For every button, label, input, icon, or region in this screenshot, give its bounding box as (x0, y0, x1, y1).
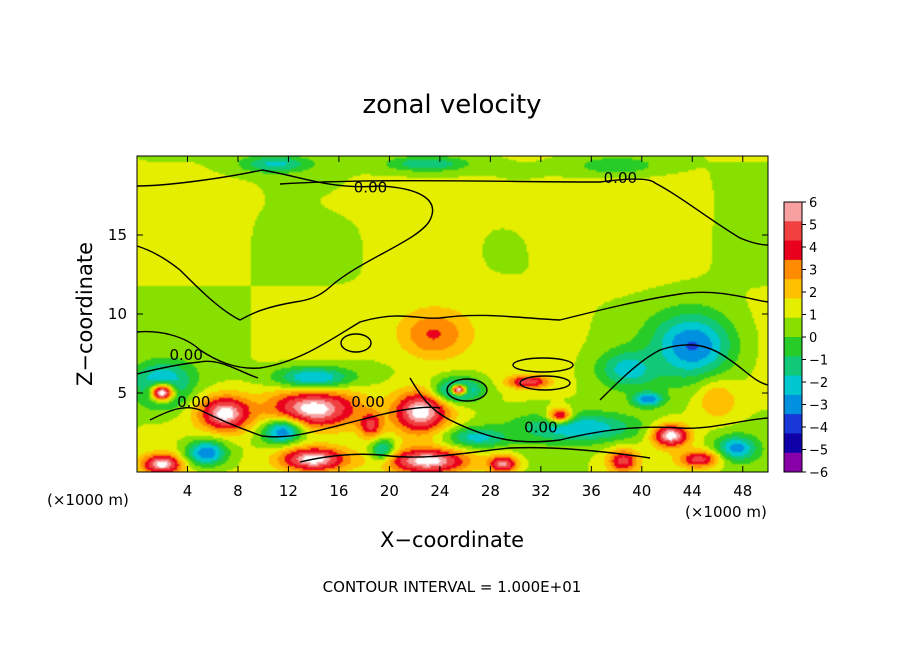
chart-title: zonal velocity (362, 90, 541, 120)
colorbar-swatch (784, 259, 802, 280)
contour-label: 0.00 (177, 393, 210, 411)
y-tick-label: 10 (108, 305, 127, 323)
x-tick-label: 48 (733, 482, 752, 500)
x-tick-label: 28 (481, 482, 500, 500)
contour-label: 0.00 (170, 346, 203, 364)
contour-interval-footer: CONTOUR INTERVAL = 1.000E+01 (323, 578, 582, 596)
x-axis-title: X−coordinate (380, 528, 524, 552)
colorbar-label: 0 (809, 331, 817, 346)
x-unit-left: (×1000 m) (47, 491, 129, 509)
y-tick-label: 15 (108, 226, 127, 244)
colorbar-label: 3 (809, 264, 817, 279)
x-tick-label: 36 (582, 482, 601, 500)
colorbar-label: −2 (809, 376, 828, 391)
x-unit-right: (×1000 m) (685, 503, 767, 521)
contour-loop-4 (446, 378, 488, 402)
contour-line-lower (409, 377, 769, 443)
x-tick-label: 20 (380, 482, 399, 500)
x-tick-label: 4 (183, 482, 193, 500)
colorbar: 6 5 4 3 2 1 0 −1 −2 −3 −4 −5 −6 (783, 196, 828, 481)
colorbar-label: 6 (809, 196, 817, 211)
colorbar-swatch (784, 414, 802, 434)
colorbar-swatch (784, 298, 802, 319)
contour-label: 0.00 (354, 178, 387, 196)
x-tick-label: 16 (329, 482, 348, 500)
contour-line-right (599, 344, 769, 401)
x-tick-label: 44 (683, 482, 702, 500)
contour-line-upper-right (279, 178, 769, 246)
contour-loop-1 (340, 333, 372, 353)
y-axis-title: Z−coordinate (73, 242, 97, 386)
y-tick-label: 5 (117, 384, 127, 402)
colorbar-label: 5 (809, 219, 817, 234)
colorbar-label: 1 (809, 309, 817, 324)
contour-line-lower-left (149, 406, 441, 438)
contour-label: 0.00 (604, 169, 637, 187)
colorbar-swatch (784, 279, 802, 299)
x-tick-label: 32 (531, 482, 550, 500)
contour-line-left (136, 360, 259, 379)
contour-line-upper (136, 169, 434, 321)
colorbar-swatch (784, 433, 802, 454)
colorbar-label: −1 (809, 354, 828, 369)
colorbar-swatch (784, 394, 802, 415)
contour-line-bottom (299, 446, 651, 463)
plot-area: 0.000.000.000.00 0.000.00 4 8 12 16 20 24 28 32 3… (108, 155, 769, 500)
velocity-field (137, 156, 768, 472)
x-tick-label: 12 (279, 482, 298, 500)
contour-label: 0.00 (351, 393, 384, 411)
x-tick-label: 24 (430, 482, 449, 500)
x-tick-label: 40 (632, 482, 651, 500)
colorbar-swatch (784, 221, 802, 242)
colorbar-swatch (784, 452, 802, 473)
contour-label: 0.00 (524, 419, 557, 437)
colorbar-label: 4 (809, 241, 817, 256)
colorbar-label: −5 (809, 444, 828, 459)
colorbar-swatch (784, 240, 802, 261)
colorbar-label: 2 (809, 286, 817, 301)
colorbar-label: −4 (809, 421, 828, 436)
x-tick-label: 8 (233, 482, 243, 500)
colorbar-swatch (784, 356, 802, 377)
contour-line-middle (136, 291, 769, 369)
colorbar-label: −6 (809, 466, 828, 481)
contour-labels: 0.00 0.00 0.00 0.00 0.00 0.00 (170, 169, 638, 437)
colorbar-swatch (784, 375, 802, 396)
zero-contours (136, 169, 769, 463)
colorbar-swatch (784, 202, 802, 222)
colorbar-swatch (784, 317, 802, 338)
contour-loop-3 (519, 375, 571, 391)
colorbar-label: −3 (809, 399, 828, 414)
contour-loop-2 (512, 357, 574, 373)
colorbar-swatch (784, 337, 802, 357)
